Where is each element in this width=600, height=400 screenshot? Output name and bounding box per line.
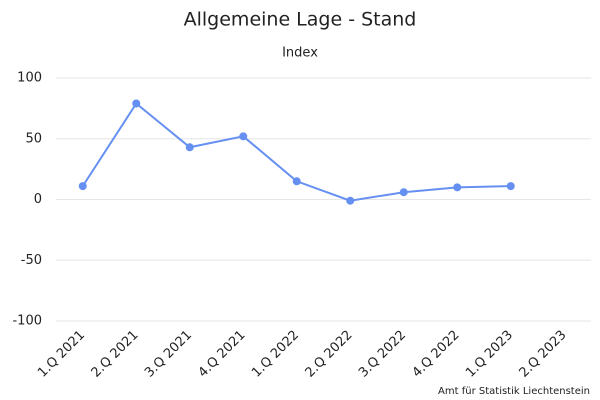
point [185,143,194,152]
x-tick-label: 4.Q 2022 [410,328,463,381]
point [453,183,462,192]
point [399,188,408,197]
line [81,102,511,202]
x-tick-label: 3.Q 2022 [356,328,409,381]
chart-subtitle: Index [282,46,318,61]
x-tick-label: 1.Q 2022 [249,328,302,381]
x-tick-label: 4.Q 2021 [196,328,249,381]
y-tick-label: 0 [34,192,42,207]
chart-title: Allgemeine Lage - Stand [184,9,417,31]
y-tick-label: -50 [21,253,42,268]
point [78,182,87,191]
point [506,182,515,191]
x-tick-label: 2.Q 2022 [303,328,356,381]
point [239,132,248,141]
point [346,196,355,205]
x-tick-label: 1.Q 2021 [35,328,88,381]
x-tick-label: 2.Q 2023 [517,328,570,381]
point [132,99,141,108]
y-tick-label: -100 [12,314,42,329]
y-tick-label: 100 [17,71,42,86]
y-tick-label: 50 [25,131,42,146]
x-tick-label: 1.Q 2023 [463,328,516,381]
point [292,177,301,186]
x-tick-label: 2.Q 2021 [89,328,142,381]
credit: Amt für Statistik Liechtenstein [438,386,590,397]
x-tick-label: 3.Q 2021 [142,328,195,381]
